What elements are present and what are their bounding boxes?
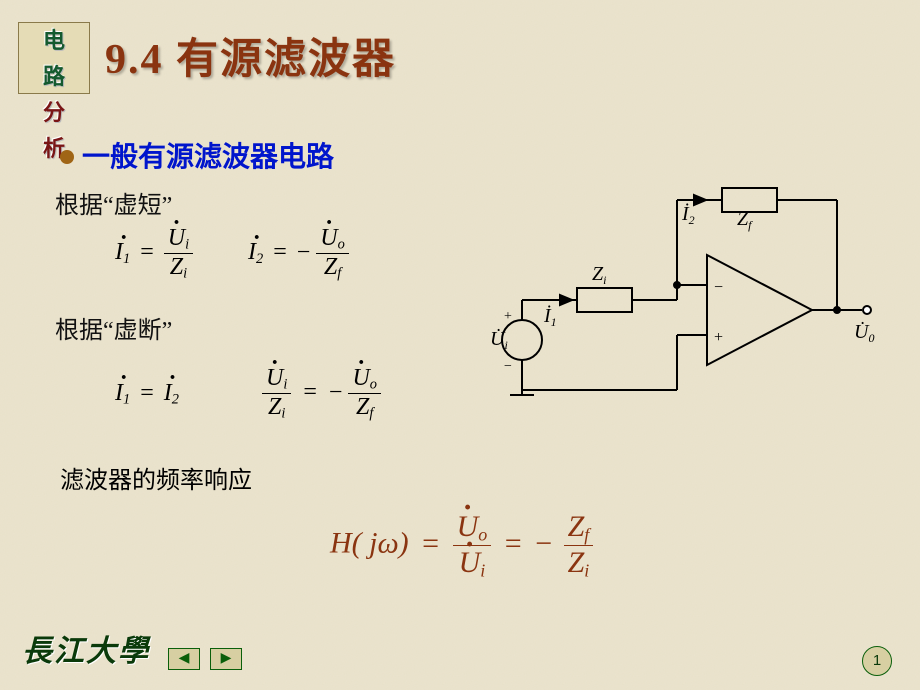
circuit-diagram: İ2 Zf Zi İ1 U̇i U̇0 + − − +: [482, 170, 892, 410]
src-minus-icon: −: [504, 359, 512, 374]
eq-i1: I1 = Ui Zi: [115, 225, 193, 283]
nav-buttons: ◀ ▶: [168, 648, 248, 670]
lbl-i1: İ1: [543, 304, 557, 329]
eq-transfer-frac: Ui Zi = − Uo Zf: [262, 365, 381, 423]
eq-i1-eq-i2: I1 = I2: [115, 380, 179, 409]
src-plus-icon: +: [504, 309, 512, 324]
text-virtual-open: 根据“虚断”: [55, 310, 172, 345]
text-freq-response: 滤波器的频率响应: [60, 460, 252, 495]
text-virtual-short: 根据“虚短”: [55, 185, 172, 220]
next-button[interactable]: ▶: [210, 648, 242, 670]
opamp-minus-icon: −: [714, 279, 723, 296]
eq-hjw: H( jω) = Uo Ui = − Zf Zi: [330, 510, 593, 582]
opamp-plus-icon: +: [714, 329, 723, 346]
page-number: 1: [862, 646, 892, 676]
prev-button[interactable]: ◀: [168, 648, 200, 670]
corner-line-1: 电路: [19, 23, 89, 95]
page-title: 9.4 有源滤波器: [105, 25, 396, 86]
lbl-i2: İ2: [681, 202, 695, 227]
lbl-zi: Zi: [592, 263, 606, 287]
corner-badge: 电路 分析: [18, 22, 90, 94]
university-logo: 長江大學: [22, 626, 150, 670]
section-heading: 一般有源滤波器电路: [60, 135, 334, 175]
eq-i2: I2 = − Uo Zf: [248, 225, 349, 283]
lbl-u0: U̇0: [854, 320, 874, 345]
